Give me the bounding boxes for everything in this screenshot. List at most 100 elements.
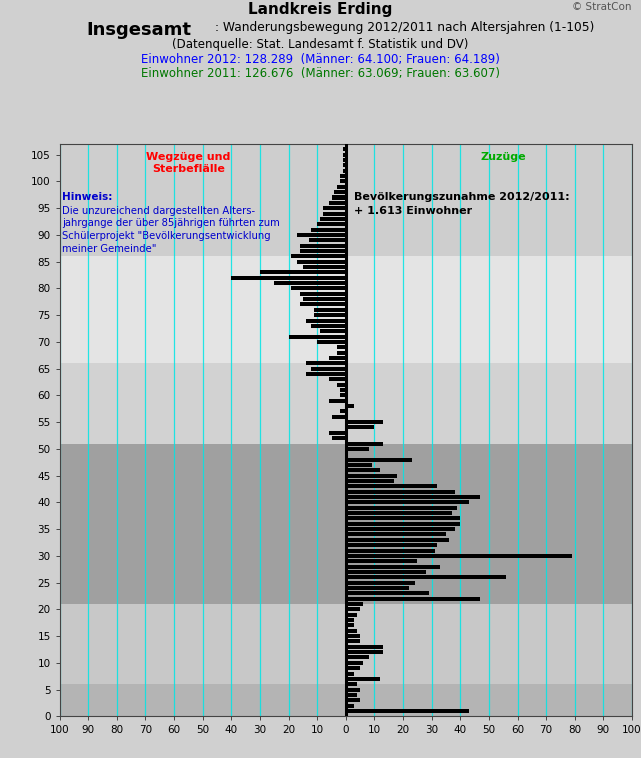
Bar [346,511,452,515]
Bar [346,420,383,424]
Bar [314,313,346,317]
Bar [300,292,346,296]
Bar [303,297,346,301]
Bar [260,271,346,274]
Bar [346,425,374,430]
Bar [346,549,435,553]
Bar [346,640,360,644]
Bar [343,152,346,157]
Bar [346,607,360,612]
Text: Insgesamt: Insgesamt [87,21,192,39]
Text: Wegzüge und
Sterbeflälle: Wegzüge und Sterbeflälle [146,152,231,174]
Bar [337,185,346,189]
Bar [306,362,346,365]
Bar [297,260,346,264]
Bar [346,500,469,504]
Text: Die unzureichend dargestellten Alters-
jahrgange der über 85jährigen führten zum: Die unzureichend dargestellten Alters- j… [62,205,280,254]
Bar [274,281,346,285]
Bar [306,318,346,322]
Text: : Wanderungsbewegung 2012/2011 nach Altersjahren (1-105): : Wanderungsbewegung 2012/2011 nach Alte… [215,21,594,34]
Bar [346,709,469,713]
Text: Einwohner 2012: 128.289  (Männer: 64.100; Frauen: 64.189): Einwohner 2012: 128.289 (Männer: 64.100;… [141,53,500,66]
Bar [346,490,454,493]
Bar [346,474,397,478]
Bar [231,276,346,280]
Bar [346,581,415,584]
Bar [346,693,357,697]
Bar [314,308,346,312]
Bar [346,628,357,633]
Bar [346,602,363,606]
Bar [329,201,346,205]
Bar [343,164,346,168]
Bar [329,377,346,381]
Bar [346,698,360,702]
Bar [346,447,369,451]
Bar [300,243,346,248]
Bar [346,527,454,531]
Bar [346,634,360,638]
Bar [346,484,437,488]
Bar [346,597,480,600]
Bar [346,516,460,521]
Bar [60,443,632,604]
Bar [320,217,346,221]
Bar [346,618,354,622]
Bar [317,340,346,344]
Bar [346,591,429,595]
Bar [60,256,632,363]
Text: Einwohner 2011: 126.676  (Männer: 63.069; Frauen: 63.607): Einwohner 2011: 126.676 (Männer: 63.069;… [141,67,500,80]
Bar [317,222,346,226]
Bar [297,233,346,237]
Bar [346,682,357,686]
Bar [343,147,346,152]
Bar [346,554,572,558]
Bar [340,393,346,397]
Bar [331,196,346,199]
Bar [346,672,354,675]
Bar [329,399,346,402]
Bar [306,372,346,376]
Bar [312,227,346,232]
Bar [346,570,426,574]
Bar [346,565,440,568]
Text: Hinweis:: Hinweis: [62,193,113,202]
Bar [60,684,632,716]
Bar [346,677,380,681]
Bar [346,586,409,590]
Bar [346,661,363,665]
Bar [329,431,346,435]
Bar [346,458,412,462]
Bar [60,144,632,256]
Bar [340,388,346,392]
Bar [346,656,369,659]
Bar [346,479,394,483]
Bar [292,287,346,290]
Bar [335,190,346,194]
Bar [312,324,346,328]
Bar [346,612,357,617]
Bar [300,249,346,253]
Bar [346,463,372,467]
Bar [343,169,346,173]
Bar [340,409,346,413]
Bar [320,329,346,334]
Bar [346,645,383,649]
Bar [340,174,346,178]
Bar [346,495,480,499]
Bar [346,575,506,579]
Bar [303,265,346,269]
Bar [323,206,346,210]
Bar [292,255,346,258]
Bar [60,363,632,443]
Bar [346,650,383,654]
Bar [346,532,446,537]
Bar [346,468,380,472]
Bar [346,543,437,547]
Bar [346,666,360,670]
Bar [346,623,354,628]
Text: Zuzüge: Zuzüge [480,152,526,162]
Bar [346,522,460,526]
Bar [337,351,346,355]
Bar [288,334,346,339]
